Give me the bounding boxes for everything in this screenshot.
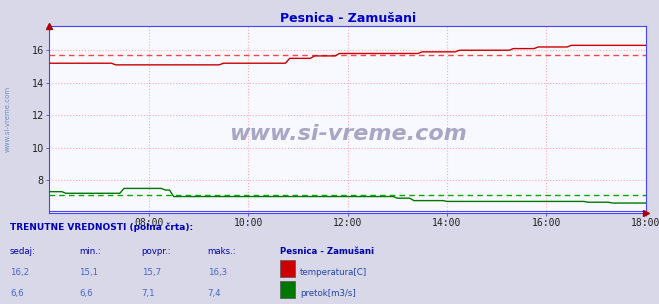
Text: maks.:: maks.:	[208, 247, 236, 256]
Text: 6,6: 6,6	[10, 289, 24, 299]
Text: 15,7: 15,7	[142, 268, 161, 277]
Text: 6,6: 6,6	[79, 289, 93, 299]
Text: 16,2: 16,2	[10, 268, 29, 277]
Text: povpr.:: povpr.:	[142, 247, 171, 256]
Text: temperatura[C]: temperatura[C]	[300, 268, 367, 277]
Text: Pesnica - Zamušani: Pesnica - Zamušani	[280, 247, 374, 256]
Title: Pesnica - Zamušani: Pesnica - Zamušani	[279, 12, 416, 25]
Text: pretok[m3/s]: pretok[m3/s]	[300, 289, 356, 299]
Text: 16,3: 16,3	[208, 268, 227, 277]
Text: TRENUTNE VREDNOSTI (polna črta):: TRENUTNE VREDNOSTI (polna črta):	[10, 222, 193, 232]
Text: sedaj:: sedaj:	[10, 247, 36, 256]
Text: www.si-vreme.com: www.si-vreme.com	[5, 86, 11, 152]
Text: www.si-vreme.com: www.si-vreme.com	[229, 124, 467, 144]
Text: 15,1: 15,1	[79, 268, 98, 277]
Text: 7,1: 7,1	[142, 289, 156, 299]
Text: min.:: min.:	[79, 247, 101, 256]
Text: 7,4: 7,4	[208, 289, 221, 299]
